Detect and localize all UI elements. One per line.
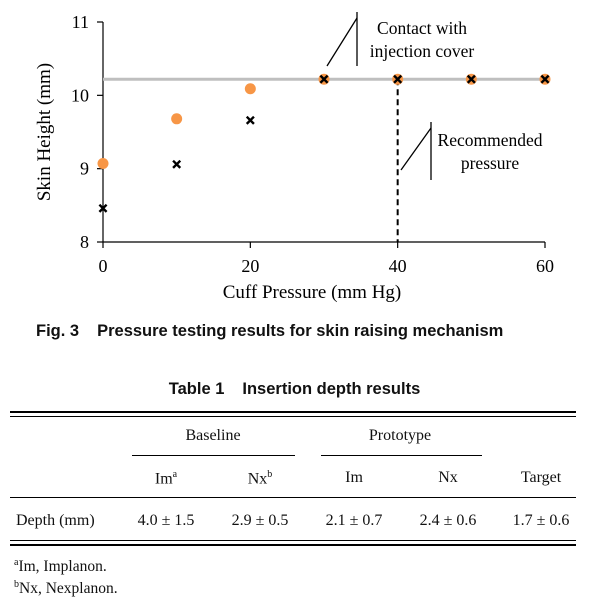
callout-line-pressure	[400, 127, 432, 171]
circle-point	[97, 158, 109, 170]
col-header-target: Target	[520, 469, 562, 486]
figure-caption: Fig. 3 Pressure testing results for skin …	[36, 322, 576, 341]
chart-annotations: Contact with injection cover Recommended pr…	[326, 12, 543, 180]
value-target: 1.7 ± 0.6	[512, 512, 570, 529]
x-tick-label: 20	[241, 256, 259, 276]
col-header-im-prototype: Im	[345, 469, 363, 486]
table-top-rule	[10, 411, 576, 413]
y-tick-label: 9	[80, 159, 89, 179]
figure-number: Fig. 3	[36, 322, 80, 340]
prototype-underline	[321, 455, 482, 456]
x-tick-label: 60	[536, 256, 554, 276]
row-label-depth: Depth (mm)	[16, 512, 95, 529]
y-tick-label: 8	[80, 232, 89, 252]
x-point	[319, 74, 329, 84]
y-tick-label: 11	[72, 12, 89, 32]
x-point	[540, 74, 550, 84]
baseline-underline	[132, 455, 295, 456]
table-number: Table 1	[168, 380, 225, 398]
circle-point	[171, 113, 183, 125]
tick-labels: 8 9 10 11 0 20 40 60	[71, 12, 554, 276]
x-tick-label: 40	[389, 256, 407, 276]
col-header-nx-baseline: Nxb	[247, 469, 273, 488]
value-nx-baseline: 2.9 ± 0.5	[231, 512, 289, 529]
footnote-a: aIm, Implanon.	[14, 557, 107, 576]
x-tick-label: 0	[99, 256, 108, 276]
x-axis-label: Cuff Pressure (mm Hg)	[223, 282, 402, 303]
table-bottom-rule	[10, 540, 576, 541]
scatter-chart: 8 9 10 11 0 20 40 60 Cuff Pressure (mm Hg) Skin…	[34, 12, 554, 303]
chart-marks	[97, 73, 551, 213]
table-bottom-rule-2	[10, 544, 576, 546]
x-point	[172, 159, 182, 169]
x-point	[245, 115, 255, 125]
group-header-prototype: Prototype	[368, 427, 432, 444]
value-im-baseline: 4.0 ± 1.5	[137, 512, 195, 529]
table-top-rule-2	[10, 416, 576, 417]
annotation-pressure-line: pressure	[461, 153, 520, 173]
table-title-text: Insertion depth results	[242, 380, 421, 398]
value-nx-prototype: 2.4 ± 0.6	[419, 512, 477, 529]
col-header-nx-prototype: Nx	[438, 469, 458, 486]
footnote-b: bNx, Nexplanon.	[14, 579, 118, 598]
y-axis-label: Skin Height (mm)	[34, 63, 55, 201]
value-im-prototype: 2.1 ± 0.7	[325, 512, 383, 529]
circle-point	[244, 83, 256, 95]
chart-axes	[97, 21, 546, 248]
callout-line-contact	[326, 17, 358, 67]
table-title: Table 1 Insertion depth results	[0, 380, 589, 399]
col-header-im-baseline: Ima	[154, 469, 178, 488]
x-point	[98, 203, 108, 213]
figure-caption-text: Pressure testing results for skin raisin…	[97, 322, 504, 340]
annotation-pressure-line: Recommended	[438, 130, 543, 150]
annotation-contact-line: Contact with	[377, 18, 467, 38]
x-point	[466, 74, 476, 84]
x-point	[393, 74, 403, 84]
annotation-contact-line: injection cover	[370, 41, 475, 61]
y-tick-label: 10	[71, 85, 89, 105]
table-mid-rule	[10, 497, 576, 498]
group-header-baseline: Baseline	[185, 427, 241, 444]
